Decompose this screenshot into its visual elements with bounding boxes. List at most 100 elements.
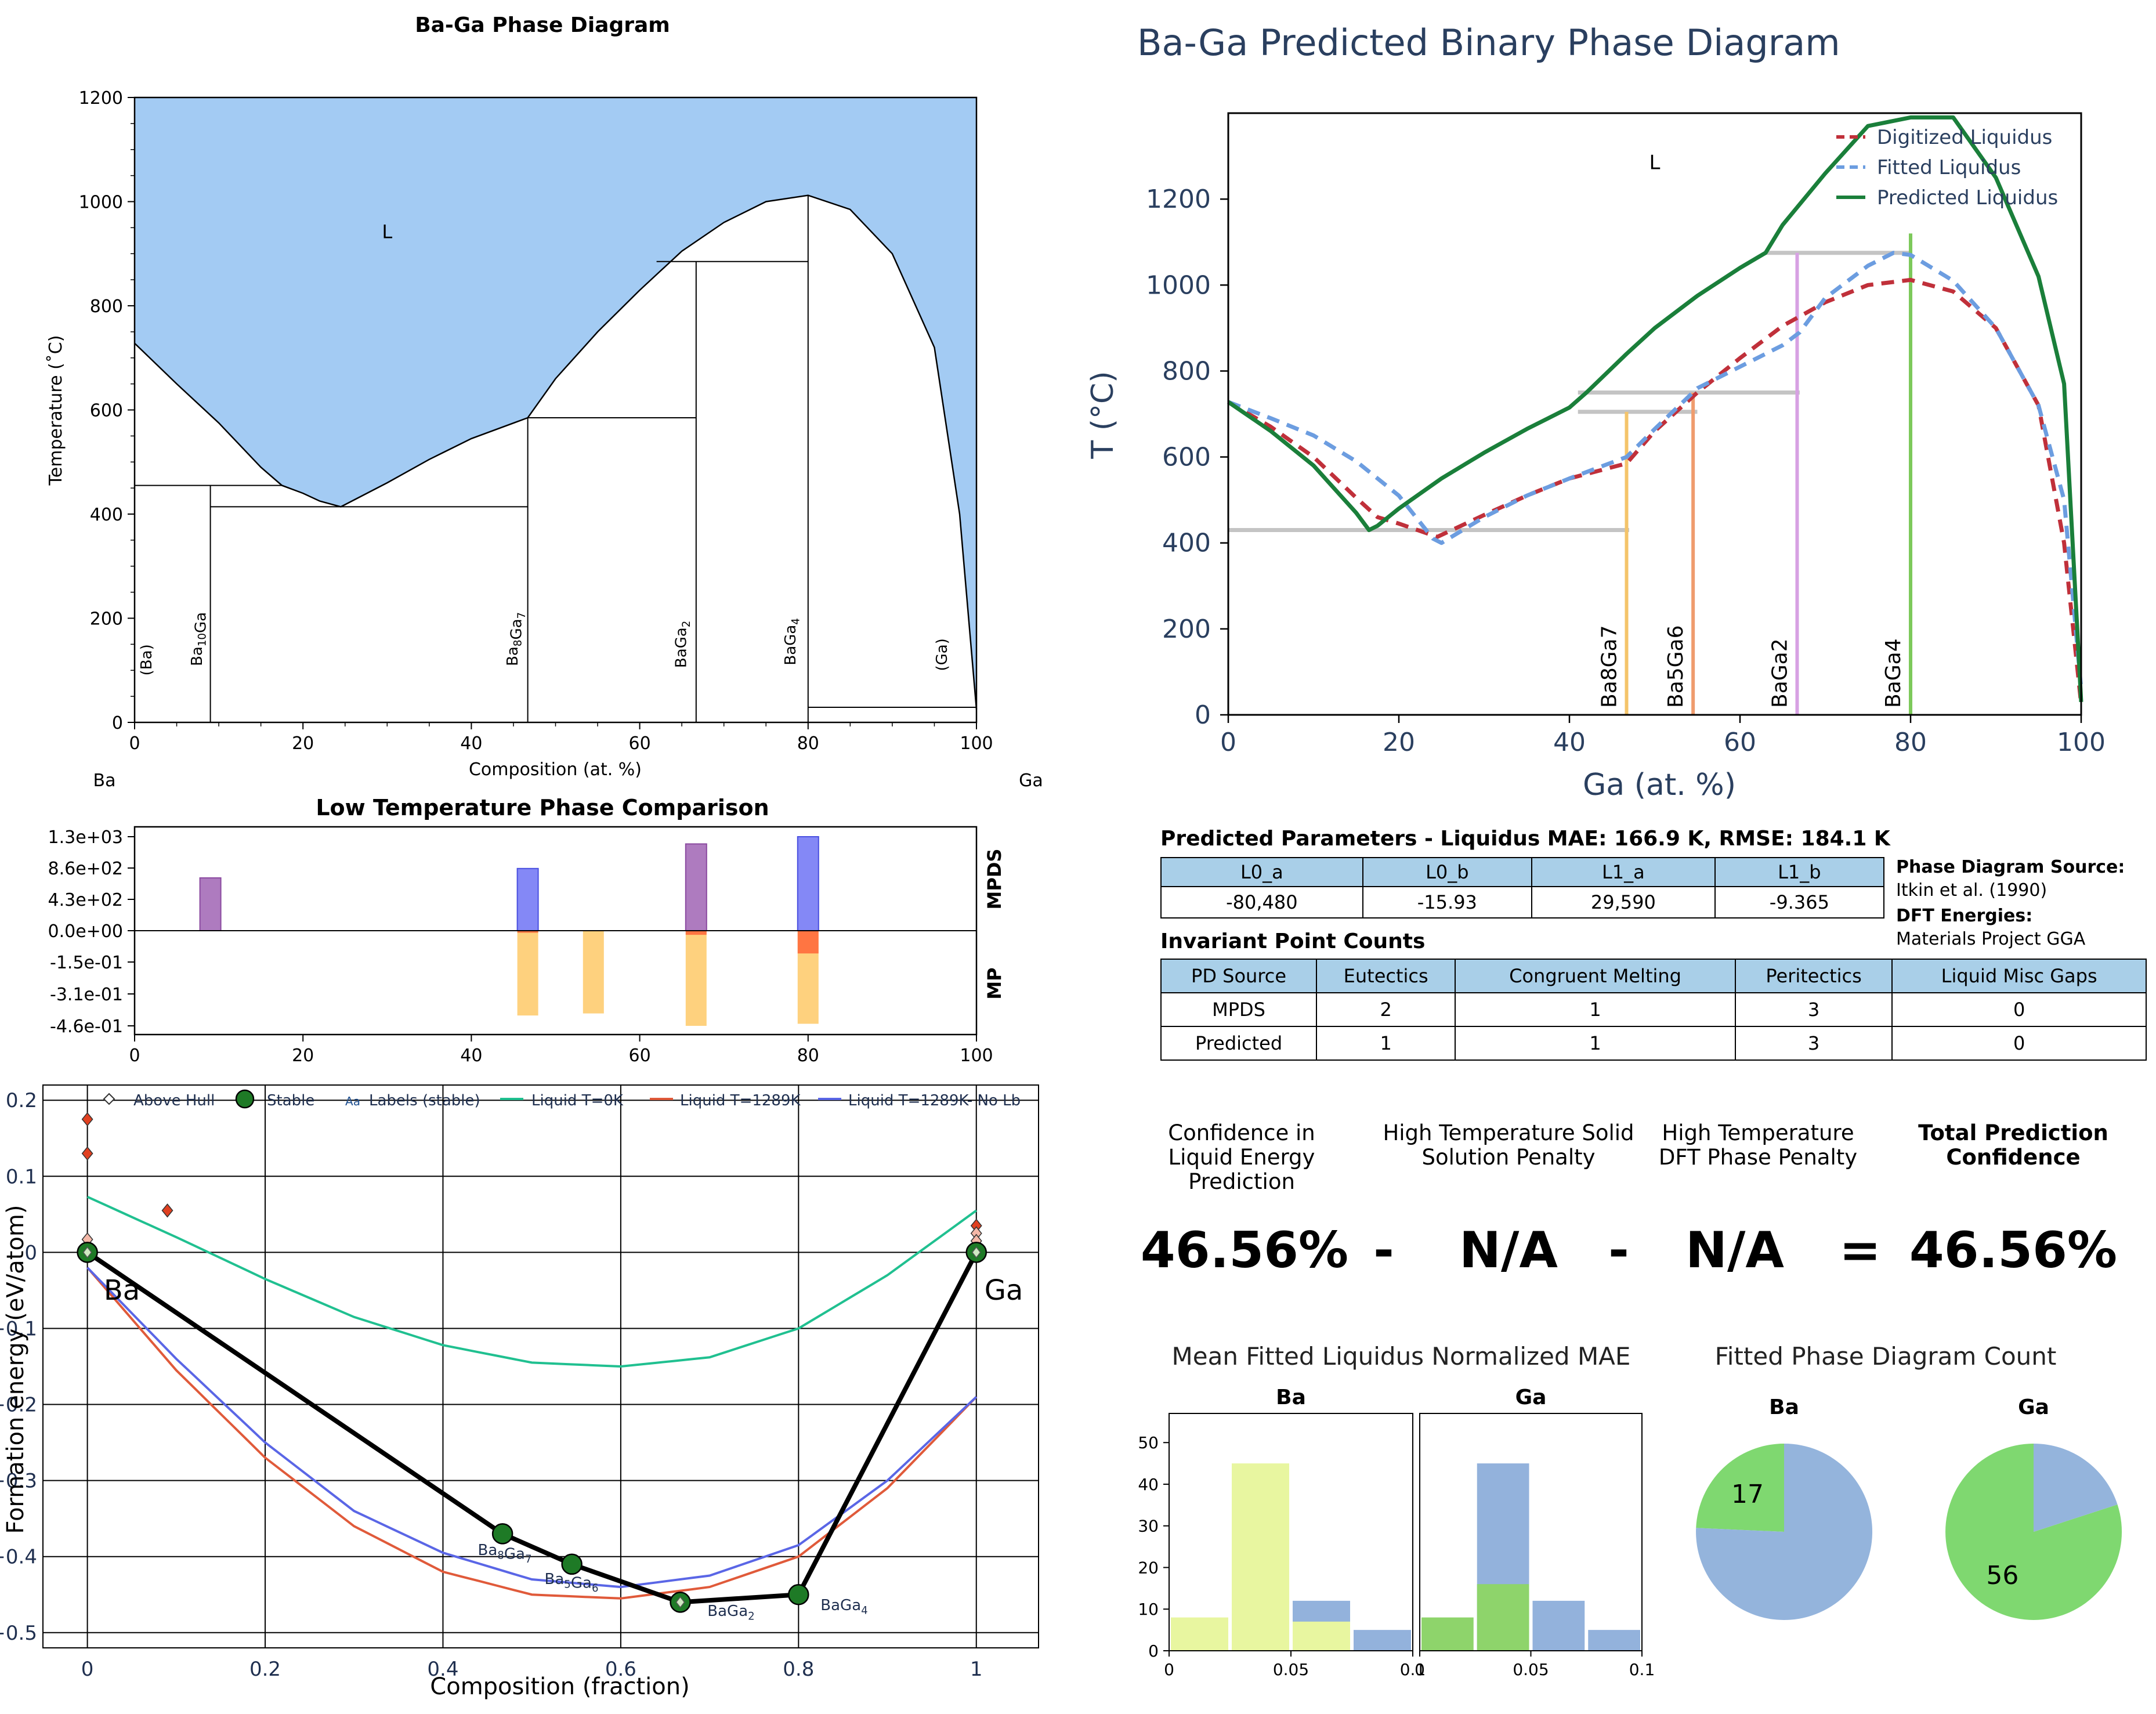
y-tick-label: −0.4 (0, 1546, 37, 1569)
legend-swatch: Aa (345, 1094, 360, 1108)
pd1-title: Ba-Ga Phase Diagram (415, 13, 670, 37)
mpds-bar (797, 836, 819, 931)
above-hull-marker (81, 1112, 93, 1127)
confidence-label: Confidence in Liquid Energy Prediction (1168, 1120, 1315, 1194)
phase-label: BaGa2 (672, 621, 693, 668)
params-table: L0_a L0_b L1_a L1_b -80,480 -15.93 29,59… (1160, 857, 1885, 919)
y-tick-label: 0 (1195, 700, 1211, 730)
x-tick-label: 80 (797, 733, 819, 754)
compound-label: BaGa4 (820, 1597, 867, 1617)
compound-label: BaGa2 (1768, 638, 1792, 708)
phase-label: (Ba) (138, 644, 155, 675)
x-tick-label: 0 (129, 1046, 140, 1066)
invariant-cell: Predicted (1160, 1026, 1318, 1061)
x-tick-label: 60 (1724, 728, 1756, 757)
pie-value-label: 56 (1986, 1561, 2018, 1590)
liquid-label: L (1649, 151, 1661, 174)
y-tick-label: -4.6e-01 (50, 1017, 123, 1037)
legend-label: Liquid T=0K (531, 1092, 624, 1109)
x-tick-label: 40 (1553, 728, 1586, 757)
hist-bar (1171, 1617, 1228, 1651)
pd2-title: Ba-Ga Predicted Binary Phase Diagram (1137, 21, 1840, 64)
params-value: -80,480 (1160, 886, 1363, 919)
liquid-curve (86, 1267, 978, 1589)
invariant-cell: 2 (1316, 992, 1456, 1027)
x-tick-label: 60 (629, 733, 651, 754)
hist-bar (1588, 1630, 1640, 1651)
legend-label: Predicted Liquidus (1877, 186, 2058, 209)
y-tick-label: 1000 (79, 193, 123, 213)
params-value: -15.93 (1362, 886, 1532, 919)
invariant-cell: 1 (1316, 1026, 1456, 1061)
x-tick-label: 0.4 (427, 1658, 458, 1681)
y-tick-label: 8.6e+02 (48, 859, 123, 879)
invariant-header: Congruent Melting (1455, 959, 1736, 993)
y-tick-label: 0.2 (6, 1089, 37, 1112)
invariant-header: Eutectics (1316, 959, 1456, 993)
y-tick-label: 200 (90, 609, 123, 630)
legend-label: Above Hull (133, 1092, 215, 1109)
confidence-label: Total Prediction Confidence (1918, 1120, 2108, 1170)
phase-label: Ba10Ga (189, 612, 210, 666)
legend-label: Digitized Liquidus (1877, 126, 2052, 149)
x-tick-label: 0.1 (1629, 1660, 1655, 1679)
mp-bar-orange (517, 931, 538, 933)
params-value: -9.365 (1714, 886, 1885, 919)
compound-label: Ba8Ga7 (477, 1542, 531, 1565)
hull-line (86, 1250, 979, 1605)
stable-marker (788, 1583, 809, 1605)
y-tick-label: 0.1 (6, 1165, 37, 1188)
legend-label: Fitted Liquidus (1877, 156, 2021, 179)
y-tick-label: 20 (1138, 1558, 1159, 1577)
legend-label: Liquid T=1289K- No Lb (848, 1092, 1021, 1109)
mp-bar-yellow (685, 931, 707, 1026)
x-tick-label: 0.2 (249, 1658, 281, 1681)
mp-side-label: MP (983, 967, 1005, 999)
x-tick-label: 0 (129, 733, 140, 754)
x-tick-label: 80 (1894, 728, 1927, 757)
invariant-cell: 0 (1891, 992, 2147, 1027)
phase-label: (Ga) (934, 638, 951, 671)
pie-title: Fitted Phase Diagram Count (1715, 1342, 2057, 1371)
y-tick-label: 800 (1162, 356, 1211, 386)
x-tick-label: 20 (292, 733, 314, 754)
y-tick-label: 50 (1138, 1433, 1159, 1452)
liquidus-series-line (1227, 251, 2083, 689)
above-hull-marker (161, 1203, 173, 1218)
liquid-curve (86, 1195, 977, 1368)
confidence-value: 46.56% (1140, 1221, 1349, 1279)
stable-marker (491, 1523, 513, 1545)
phase-label: BaGa4 (782, 618, 802, 665)
phase-label: Ba8Ga7 (504, 612, 528, 666)
confidence-operator: - (1373, 1221, 1394, 1279)
pie-slice-green (1945, 1444, 2122, 1620)
source-label: Phase Diagram Source: (1896, 857, 2125, 877)
y-tick-label: 0 (1148, 1641, 1159, 1661)
invariant-table: PD Source Eutectics Congruent Melting Pe… (1160, 959, 2147, 1061)
confidence-value: 46.56% (1909, 1221, 2118, 1279)
pd1-ylabel: Temperature (˚C) (46, 335, 66, 486)
hist-title: Mean Fitted Liquidus Normalized MAE (1172, 1342, 1631, 1371)
mpds-bar (685, 843, 707, 932)
y-tick-label: −0.3 (0, 1470, 37, 1493)
pie-panel-title: Ga (2018, 1395, 2049, 1419)
mpds-bar (516, 867, 539, 932)
hist-bar (1477, 1584, 1529, 1651)
x-tick-label: 100 (960, 733, 993, 754)
invariant-cell: 3 (1734, 992, 1893, 1027)
invariant-cell: MPDS (1160, 992, 1318, 1027)
hist-panel-title: Ga (1515, 1386, 1547, 1409)
hist-frame (1169, 1413, 1413, 1651)
y-tick-label: 1000 (1146, 270, 1211, 300)
stable-inner-marker (82, 1246, 92, 1259)
invariant-cell: 1 (1455, 992, 1736, 1027)
hist-frame (1419, 1413, 1643, 1651)
mp-bar-yellow (583, 931, 604, 1014)
compound-label: Ba5Ga6 (544, 1571, 598, 1594)
hist-bar (1421, 1617, 1474, 1651)
stable-inner-marker (675, 1596, 685, 1608)
hist-bar (1532, 1600, 1585, 1651)
legend-swatch (235, 1089, 255, 1109)
pd2-frame (1227, 112, 2082, 716)
